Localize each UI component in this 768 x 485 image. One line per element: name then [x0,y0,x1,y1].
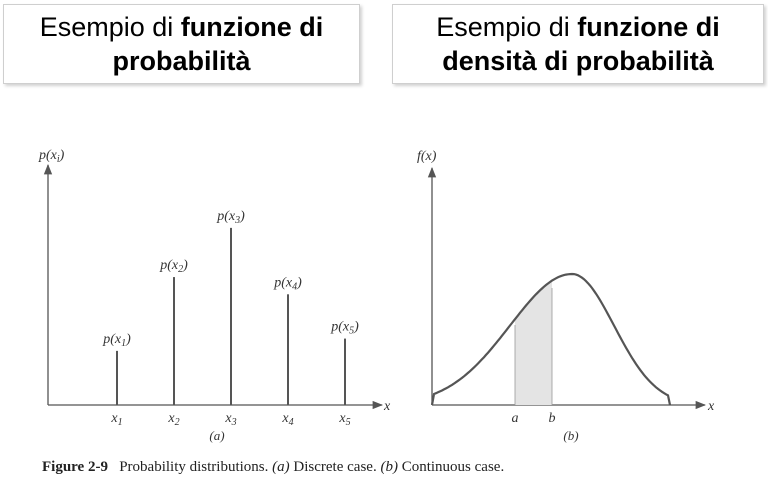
density-curve [430,272,672,406]
a-label: a [512,411,519,426]
title-left-prefix: Esempio di [39,12,181,42]
caption-figure-number: Figure 2-9 [42,459,108,475]
continuous-x-axis-label: x [707,399,715,414]
discrete-bars-group: p(x1) x1 p(x2) x2 p(x3) x3 p(x4) x4 p(x5) x5 [102,209,359,428]
discrete-x-tick-2: x2 [167,411,179,428]
discrete-x-tick-1: x1 [110,411,122,428]
continuous-panel-label: (b) [563,428,578,443]
probability-area-a-b [515,280,552,405]
title-right-bold2: densità di probabilità [442,46,714,76]
continuous-y-label: f(x) [417,149,437,164]
discrete-x-tick-5: x5 [338,411,350,428]
discrete-bar-label-4: p(x4) [273,275,302,292]
title-right-prefix: Esempio di [436,12,578,42]
discrete-y-label: p(xi) [38,148,65,165]
discrete-x-tick-3: x3 [224,411,236,428]
discrete-bar-label-5: p(x5) [330,320,359,337]
title-box-probability-function: Esempio di funzione di probabilità [3,4,360,84]
title-left-bold2: probabilità [112,46,251,76]
discrete-bar-label-2: p(x2) [159,258,188,275]
figure-caption: Figure 2-9 Probability distributions. (a… [42,459,505,475]
title-box-density-function: Esempio di funzione di densità di probab… [392,4,764,84]
discrete-panel-label: (a) [209,428,224,443]
title-right-bold1: funzione di [577,12,720,42]
discrete-x-axis-label: x [383,399,391,414]
b-label: b [549,411,556,426]
discrete-bar-label-1: p(x1) [102,332,131,349]
title-left-bold1: funzione di [180,12,324,42]
discrete-x-tick-4: x4 [281,411,293,428]
discrete-bar-label-3: p(x3) [216,209,245,226]
